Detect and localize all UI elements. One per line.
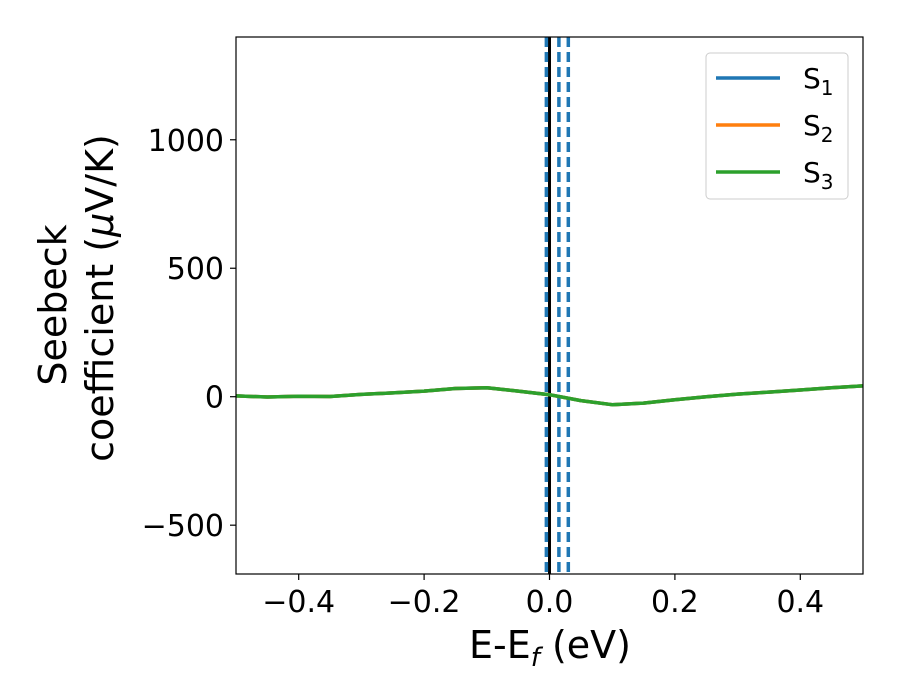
series-line-3 — [236, 384, 863, 407]
x-axis-label: E-Ef (eV) — [469, 623, 631, 673]
x-tick-label: −0.4 — [262, 585, 335, 620]
y-tick-label: −500 — [142, 509, 224, 544]
y-axis-label-mu: μ — [78, 213, 122, 238]
x-tick-label: −0.2 — [388, 585, 461, 620]
legend-label-2: S2 — [803, 109, 834, 147]
plot-content — [236, 37, 863, 574]
y-axis-label-line1: Seebeck — [31, 224, 75, 385]
x-axis-ticks: −0.4 −0.2 0.0 0.2 0.4 — [262, 574, 824, 620]
x-tick-label: 0.0 — [526, 585, 574, 620]
x-tick-label: 0.4 — [776, 585, 824, 620]
y-axis-ticks: −500 0 500 1000 — [142, 124, 236, 544]
y-axis-label-unit: V/K) — [78, 134, 122, 213]
x-tick-label: 0.2 — [651, 585, 699, 620]
y-tick-label: 1000 — [148, 124, 224, 159]
y-axis-label-line2: coefficient (μV/K) — [78, 134, 122, 462]
y-tick-label: 500 — [167, 252, 224, 287]
x-axis-label-unit: (eV) — [540, 623, 631, 667]
legend-label-3: S3 — [803, 156, 834, 194]
legend: S1 S2 S3 — [705, 52, 849, 200]
y-tick-label: 0 — [205, 381, 224, 416]
legend-label-1: S1 — [803, 62, 834, 100]
